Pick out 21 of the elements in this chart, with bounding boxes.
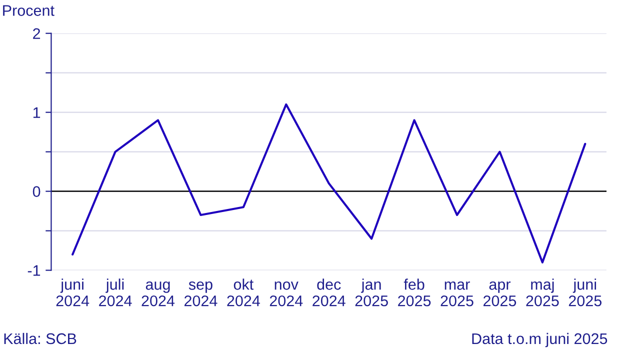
y-tick-label: 0 xyxy=(32,186,40,197)
x-tick-label: juli 2024 xyxy=(99,278,132,306)
x-tick-label: maj 2025 xyxy=(526,278,559,306)
x-tick-label: nov 2024 xyxy=(270,281,303,306)
x-tick-label: feb 2025 xyxy=(398,278,431,306)
x-tick-label: juni 2024 xyxy=(56,278,90,306)
x-tick-label: dec 2024 xyxy=(312,278,346,306)
y-tick-label: 2 xyxy=(33,28,40,39)
x-tick-label: sep 2024 xyxy=(184,281,218,306)
line-series xyxy=(72,103,586,264)
x-tick-label: apr 2025 xyxy=(484,281,516,306)
y-tick-label: -1 xyxy=(28,265,40,276)
text: Källa: SCB xyxy=(4,332,76,344)
x-tick-label: okt 2024 xyxy=(227,278,260,306)
x-tick-label: juni 2025 xyxy=(568,278,602,306)
x-tick-label: jan 2025 xyxy=(355,278,388,306)
x-tick-label: aug 2024 xyxy=(142,281,175,306)
y-tick-label: 1 xyxy=(33,107,40,118)
y-axis-title: Procent xyxy=(3,5,54,16)
text: Data t.o.m juni 2025 xyxy=(472,332,608,348)
x-tick-label: mar 2025 xyxy=(440,281,474,306)
